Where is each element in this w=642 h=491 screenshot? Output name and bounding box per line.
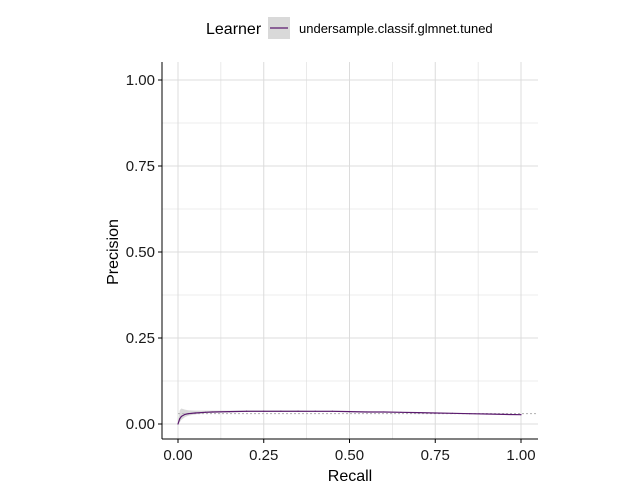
data-point-6	[204, 411, 207, 413]
data-point-18	[400, 411, 402, 413]
x-tick-label-2: 0.50	[335, 447, 364, 464]
data-point-4	[187, 413, 189, 415]
data-point-14	[331, 410, 333, 412]
data-point-11	[280, 410, 282, 412]
x-tick-label-3: 0.75	[421, 447, 450, 464]
y-tick-label-2: 0.50	[126, 244, 155, 261]
data-point-2	[180, 415, 183, 418]
x-tick-label-4: 1.00	[506, 447, 535, 464]
data-point-22	[468, 413, 471, 415]
data-point-9	[246, 410, 248, 412]
y-tick-label-4: 1.00	[126, 72, 155, 89]
y-tick-label-3: 0.75	[126, 158, 155, 175]
data-point-3	[184, 413, 186, 415]
data-point-8	[228, 411, 231, 413]
data-point-5	[194, 412, 196, 414]
legend: Learner undersample.classif.glmnet.tuned	[206, 17, 493, 39]
data-point-7	[211, 411, 213, 413]
x-tick-label-0: 0.00	[163, 447, 192, 464]
data-point-16	[366, 411, 368, 413]
data-point-23	[486, 413, 488, 415]
data-point-24	[503, 413, 505, 415]
y-tick-label-1: 0.25	[126, 330, 155, 347]
plot-panel: 0.00 0.25 0.50 0.75 1.00 0.00 0.25 0.50 0.75 1.0…	[126, 62, 538, 464]
data-point-10	[263, 410, 265, 412]
legend-entry-label: undersample.classif.glmnet.tuned	[299, 21, 493, 36]
x-axis-ticks: 0.00 0.25 0.50 0.75 1.00	[163, 439, 536, 464]
data-point-20	[434, 412, 436, 414]
data-point-0	[177, 423, 179, 425]
y-axis-ticks: 0.00 0.25 0.50 0.75 1.00	[126, 72, 162, 433]
x-axis-title: Recall	[328, 468, 372, 485]
y-tick-label-0: 0.00	[126, 416, 155, 433]
series-line-undersample-glmnet	[177, 410, 522, 425]
grid-lines	[162, 62, 538, 439]
data-point-13	[314, 410, 316, 412]
data-point-1	[179, 418, 181, 420]
data-point-19	[417, 412, 419, 414]
y-axis-title: Precision	[105, 219, 122, 285]
legend-title: Learner	[206, 21, 262, 38]
data-point-15	[348, 411, 351, 413]
series-points	[177, 410, 522, 425]
x-tick-label-1: 0.25	[249, 447, 278, 464]
data-point-21	[451, 412, 453, 414]
data-point-12	[297, 410, 299, 412]
data-point-17	[383, 411, 385, 413]
data-point-25	[520, 414, 522, 416]
